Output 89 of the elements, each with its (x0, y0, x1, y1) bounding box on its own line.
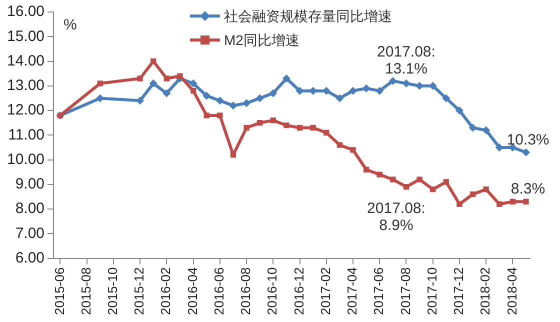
y-tick-label: 16.00 (6, 3, 45, 20)
x-tick-label: 2017-08 (398, 267, 413, 316)
x-tick-label: 2017-04 (344, 267, 360, 316)
point (177, 73, 183, 79)
point (442, 94, 450, 102)
point (403, 184, 410, 190)
y-tick-label: 7.00 (15, 224, 45, 242)
point (496, 201, 502, 207)
y-tick-label: 11.00 (8, 126, 45, 144)
point (522, 148, 530, 156)
point (324, 130, 330, 136)
point (336, 142, 343, 148)
point (257, 120, 263, 126)
y-tick-label: 9.00 (15, 176, 45, 193)
point (242, 99, 251, 108)
annotation: 10.3% (506, 131, 550, 148)
point (388, 76, 397, 85)
point (470, 191, 476, 198)
x-tick-label: 2015-06 (52, 267, 67, 316)
y-tick-label: 6.00 (15, 249, 45, 266)
x-tick-label: 2016-12 (291, 267, 306, 316)
point (204, 112, 210, 118)
point (523, 198, 529, 204)
point (217, 112, 223, 118)
point (468, 124, 477, 132)
x-tick-label: 2016-04 (184, 267, 200, 316)
x-tick-label: 2017-02 (318, 267, 333, 316)
x-tick-label: 2016-08 (238, 267, 254, 316)
x-tick-label: 2017-10 (424, 267, 440, 316)
point (430, 186, 436, 192)
point (190, 88, 196, 94)
y-axis-title: % (64, 16, 77, 34)
y-tick-label: 10.00 (6, 150, 45, 168)
point (256, 94, 264, 102)
point (244, 124, 250, 131)
x-tick-label: 2017-12 (451, 267, 466, 316)
point (136, 96, 144, 105)
x-tick-label: 2016-10 (264, 267, 280, 316)
y-tick-label: 12.00 (6, 102, 45, 119)
point (483, 186, 489, 192)
point (348, 86, 357, 95)
x-tick-label: 2018-04 (504, 267, 520, 316)
x-tick-label: 2016-06 (211, 267, 226, 316)
point (456, 201, 462, 207)
point (229, 102, 238, 110)
annotation: 8.3% (510, 180, 546, 198)
point (402, 79, 410, 88)
point (216, 96, 224, 105)
annotation: 2017.08: 8.9% (367, 200, 426, 234)
point (162, 89, 171, 98)
point (455, 106, 464, 115)
point (310, 124, 316, 131)
y-tick-label: 15.00 (6, 28, 45, 45)
point (362, 84, 370, 92)
point (269, 89, 278, 98)
y-tick-label: 14.00 (6, 52, 45, 70)
point (363, 166, 370, 172)
point (164, 76, 170, 82)
point (376, 86, 384, 95)
point (137, 76, 143, 82)
point (443, 179, 449, 185)
point (390, 176, 396, 182)
point (230, 152, 236, 158)
point (282, 74, 290, 82)
y-tick-label: 8.00 (15, 200, 45, 218)
x-tick-label: 2015-08 (78, 267, 94, 316)
annotation: 2017.08: 13.1% (377, 43, 436, 78)
x-tick-label: 2016-02 (158, 267, 174, 316)
point (189, 79, 198, 88)
point (350, 147, 356, 153)
point (296, 124, 303, 131)
point (149, 79, 158, 88)
x-tick-label: 2017-06 (371, 267, 386, 316)
point (336, 94, 344, 102)
point (97, 80, 103, 86)
point (150, 58, 156, 64)
point (202, 92, 211, 100)
point (510, 198, 516, 204)
legend-label: M2同比增速 (224, 31, 300, 50)
legend-label: 社会融资规模存量同比增速 (224, 7, 392, 26)
point (270, 118, 276, 124)
point (284, 122, 290, 128)
x-tick-label: 2015-10 (105, 267, 120, 316)
x-tick-label: 2015-12 (132, 267, 147, 316)
point (416, 176, 422, 182)
point (376, 172, 382, 178)
y-tick-label: 13.00 (6, 77, 45, 94)
point (482, 126, 490, 134)
x-tick-label: 2018-02 (478, 267, 493, 316)
